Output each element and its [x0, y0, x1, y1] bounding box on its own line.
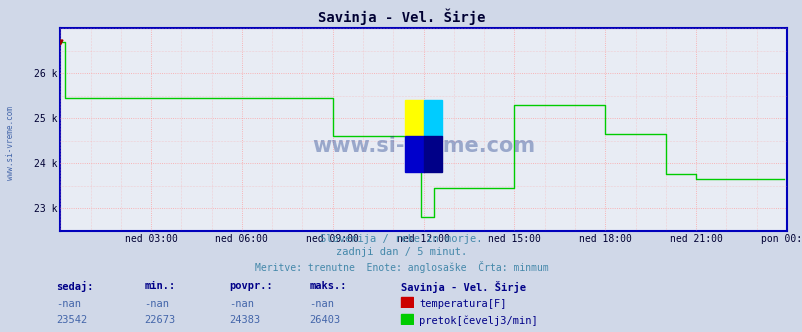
Text: Slovenija / reke in morje.: Slovenija / reke in morje.: [320, 234, 482, 244]
Text: -nan: -nan: [56, 299, 81, 309]
Text: Savinja - Vel. Širje: Savinja - Vel. Širje: [318, 8, 484, 25]
Text: zadnji dan / 5 minut.: zadnji dan / 5 minut.: [335, 247, 467, 257]
Text: temperatura[F]: temperatura[F]: [419, 299, 506, 309]
Text: 24383: 24383: [229, 315, 260, 325]
Bar: [405, 100, 423, 136]
Text: Savinja - Vel. Širje: Savinja - Vel. Širje: [401, 281, 526, 292]
Bar: [423, 136, 441, 172]
Text: www.si-vreme.com: www.si-vreme.com: [6, 106, 15, 180]
Text: sedaj:: sedaj:: [56, 281, 94, 291]
Text: pretok[čevelj3/min]: pretok[čevelj3/min]: [419, 315, 537, 326]
Text: -nan: -nan: [144, 299, 169, 309]
Text: povpr.:: povpr.:: [229, 281, 272, 290]
Text: www.si-vreme.com: www.si-vreme.com: [312, 136, 534, 156]
Text: Meritve: trenutne  Enote: anglosaške  Črta: minmum: Meritve: trenutne Enote: anglosaške Črta…: [254, 261, 548, 273]
Text: 22673: 22673: [144, 315, 176, 325]
Text: min.:: min.:: [144, 281, 176, 290]
Text: 26403: 26403: [309, 315, 340, 325]
Text: -nan: -nan: [229, 299, 253, 309]
Bar: [423, 100, 441, 136]
Text: 23542: 23542: [56, 315, 87, 325]
Bar: [405, 136, 423, 172]
Text: maks.:: maks.:: [309, 281, 346, 290]
Text: -nan: -nan: [309, 299, 334, 309]
